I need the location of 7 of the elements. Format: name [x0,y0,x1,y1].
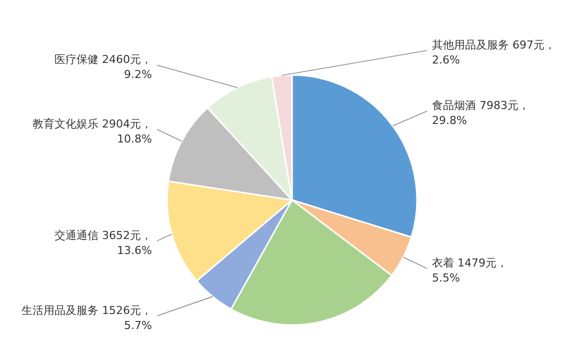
slice-label: 其他用品及服务 697元，2.6% [432,38,556,66]
slice-label: 医疗保健 2460元，9.2% [54,53,152,82]
slice-label: 生活用品及服务 1526元，5.7% [22,304,152,332]
slice-label: 教育文化娱乐 2904元，10.8% [32,117,152,146]
slice-label: 衣着 1479元，5.5% [432,256,508,285]
slice-label: 交通通信 3652元，13.6% [54,228,152,257]
slice-label: 食品烟酒 7983元，29.8% [432,99,530,128]
